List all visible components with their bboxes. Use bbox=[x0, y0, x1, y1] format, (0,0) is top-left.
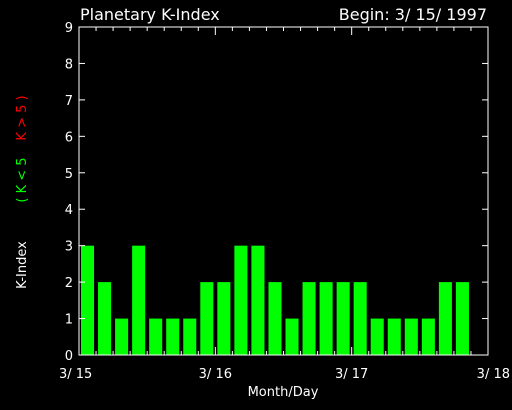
x-tick-label: 3/ 18 bbox=[477, 367, 510, 382]
y-tick-label: 2 bbox=[65, 276, 73, 291]
k-index-bar bbox=[370, 318, 384, 355]
k-index-bar bbox=[166, 318, 180, 355]
y-legend-low: ( K < 5 bbox=[15, 157, 30, 202]
k-index-bar bbox=[132, 245, 146, 355]
y-axis-ticks: 0 1 2 3 4 5 6 7 8 9 bbox=[65, 21, 488, 364]
k-index-bar bbox=[421, 318, 435, 355]
k-index-bar bbox=[268, 282, 282, 355]
k-index-bar bbox=[455, 282, 469, 355]
k-index-bar bbox=[200, 282, 214, 355]
k-index-bar bbox=[336, 282, 350, 355]
y-tick-label: 5 bbox=[65, 167, 73, 182]
k-index-bar bbox=[234, 245, 248, 355]
y-tick-label: 3 bbox=[65, 240, 73, 255]
y-tick-label: 4 bbox=[65, 203, 73, 218]
k-index-bar bbox=[115, 318, 129, 355]
x-tick-label: 3/ 16 bbox=[199, 367, 232, 382]
k-index-bar bbox=[404, 318, 418, 355]
k-index-bar bbox=[302, 282, 316, 355]
k-index-bar bbox=[353, 282, 367, 355]
k-index-bar bbox=[387, 318, 401, 355]
gridless-plot-area: 0 1 2 3 4 5 6 7 8 9 3/ 15 3/ 16 3/ 17 3/ 18 bbox=[59, 21, 510, 382]
x-axis-label: Month/Day bbox=[248, 385, 319, 400]
y-tick-label: 6 bbox=[65, 130, 73, 145]
k-index-bar bbox=[98, 282, 112, 355]
k-index-bar bbox=[81, 245, 95, 355]
k-index-bar bbox=[285, 318, 299, 355]
y-tick-label: 1 bbox=[65, 313, 73, 328]
y-tick-label: 7 bbox=[65, 94, 73, 109]
y-tick-label: 8 bbox=[65, 57, 73, 72]
k-index-bar bbox=[183, 318, 197, 355]
bars-group bbox=[81, 245, 469, 355]
x-axis-ticks: 3/ 15 3/ 16 3/ 17 3/ 18 bbox=[59, 27, 510, 382]
y-tick-label: 0 bbox=[65, 349, 73, 364]
k-index-bar bbox=[319, 282, 333, 355]
k-index-bar bbox=[149, 318, 163, 355]
x-tick-label: 3/ 17 bbox=[335, 367, 368, 382]
y-tick-label: 9 bbox=[65, 21, 73, 36]
chart-subtitle: Begin: 3/ 15/ 1997 bbox=[339, 5, 487, 24]
y-legend-high: K > 5 ) bbox=[15, 95, 30, 140]
chart-title: Planetary K-Index bbox=[80, 5, 220, 24]
k-index-bar bbox=[251, 245, 265, 355]
y-axis-label: K-Index bbox=[15, 241, 30, 289]
x-tick-label: 3/ 15 bbox=[59, 367, 92, 382]
k-index-bar bbox=[217, 282, 231, 355]
k-index-bar bbox=[438, 282, 452, 355]
